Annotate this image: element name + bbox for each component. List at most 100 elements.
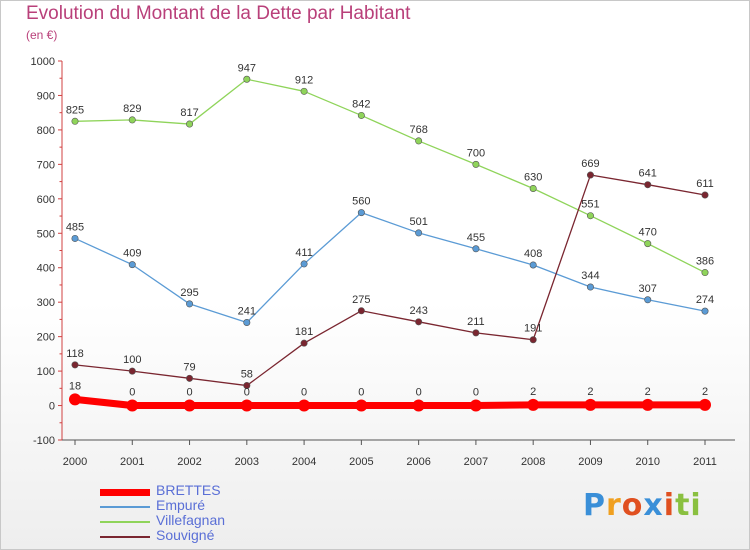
data-label: 2 bbox=[702, 386, 708, 398]
x-tick-label: 2007 bbox=[464, 456, 488, 468]
data-point bbox=[529, 261, 537, 269]
data-label: 409 bbox=[123, 248, 141, 260]
proxiti-logo: Proxiti bbox=[583, 488, 702, 523]
data-point bbox=[355, 399, 368, 412]
data-point bbox=[186, 300, 194, 308]
y-tick-label: 0 bbox=[49, 401, 55, 413]
data-point bbox=[641, 398, 654, 411]
data-label: 829 bbox=[123, 103, 141, 115]
y-tick-label: 100 bbox=[37, 366, 55, 378]
data-point bbox=[128, 367, 136, 375]
data-label: 0 bbox=[244, 387, 250, 399]
data-label: 912 bbox=[295, 74, 313, 86]
data-label: 58 bbox=[241, 369, 253, 381]
y-tick-label: 800 bbox=[37, 125, 55, 137]
x-tick-label: 2011 bbox=[693, 456, 717, 468]
data-point bbox=[701, 191, 709, 199]
logo-letter: x bbox=[643, 488, 664, 523]
x-tick-label: 2001 bbox=[120, 456, 144, 468]
data-label: 408 bbox=[524, 248, 542, 260]
y-tick-label: 300 bbox=[37, 297, 55, 309]
y-tick-label: 900 bbox=[37, 90, 55, 102]
data-label: 470 bbox=[639, 227, 657, 239]
data-point bbox=[126, 399, 139, 412]
data-label: 307 bbox=[639, 283, 657, 295]
data-label: 0 bbox=[129, 387, 135, 399]
y-tick-label: 400 bbox=[37, 263, 55, 275]
data-point bbox=[586, 212, 594, 220]
data-label: 211 bbox=[467, 316, 485, 328]
chart-title: Evolution du Montant de la Dette par Hab… bbox=[26, 3, 411, 24]
data-point bbox=[298, 399, 311, 412]
data-point bbox=[71, 361, 79, 369]
data-point bbox=[183, 399, 196, 412]
data-label: 551 bbox=[581, 199, 599, 211]
data-point bbox=[415, 229, 423, 237]
data-point bbox=[699, 398, 711, 411]
data-label: 0 bbox=[301, 387, 307, 399]
legend-swatch bbox=[100, 536, 150, 538]
logo-letter: o bbox=[621, 488, 644, 523]
data-point bbox=[472, 160, 480, 168]
data-point bbox=[469, 399, 482, 412]
data-point bbox=[128, 116, 136, 124]
x-tick-label: 2000 bbox=[63, 456, 87, 468]
y-tick-label: 1000 bbox=[31, 56, 55, 68]
data-label: 0 bbox=[358, 387, 364, 399]
data-point bbox=[644, 296, 652, 304]
data-label: 79 bbox=[183, 361, 195, 373]
x-tick-label: 2005 bbox=[349, 456, 373, 468]
data-point bbox=[644, 240, 652, 248]
series-line-brettes bbox=[71, 395, 709, 410]
data-label: 825 bbox=[66, 104, 84, 116]
data-point bbox=[415, 137, 423, 145]
legend-item: Villefagnan bbox=[100, 512, 300, 529]
data-point bbox=[415, 318, 423, 326]
data-label: 0 bbox=[416, 387, 422, 399]
data-point bbox=[71, 234, 79, 242]
y-tick-label: 500 bbox=[37, 228, 55, 240]
data-label: 0 bbox=[186, 387, 192, 399]
y-tick-label: 600 bbox=[37, 194, 55, 206]
data-point bbox=[186, 120, 194, 128]
data-point bbox=[243, 319, 251, 327]
data-label: 100 bbox=[123, 354, 141, 366]
data-label: 241 bbox=[238, 306, 256, 318]
legend-item: Souvigné bbox=[100, 527, 300, 544]
y-tick-label: 700 bbox=[37, 159, 55, 171]
data-point bbox=[300, 87, 308, 95]
data-label: 768 bbox=[409, 124, 427, 136]
data-label: 118 bbox=[66, 348, 84, 360]
data-point bbox=[701, 307, 709, 315]
legend-swatch bbox=[100, 506, 150, 508]
logo-letter: i bbox=[690, 488, 702, 523]
data-label: 641 bbox=[639, 168, 657, 180]
data-point bbox=[300, 260, 308, 268]
chart-subtitle: (en €) bbox=[26, 28, 58, 42]
legend-label: BRETTES bbox=[156, 482, 221, 498]
data-label: 2 bbox=[530, 386, 536, 398]
logo-letter: t bbox=[675, 488, 691, 523]
data-point bbox=[584, 398, 597, 411]
data-point bbox=[472, 245, 480, 253]
x-tick-label: 2009 bbox=[578, 456, 602, 468]
data-point bbox=[529, 336, 537, 344]
legend-swatch bbox=[100, 488, 150, 496]
data-point bbox=[472, 329, 480, 337]
data-point bbox=[300, 339, 308, 347]
data-point bbox=[701, 269, 709, 277]
logo-letter: i bbox=[663, 488, 676, 523]
data-label: 275 bbox=[352, 294, 370, 306]
series-line-villefagnan bbox=[74, 78, 706, 274]
legend-swatch bbox=[100, 521, 150, 523]
x-tick-label: 2003 bbox=[235, 456, 259, 468]
y-tick-label: 200 bbox=[37, 332, 55, 344]
data-point bbox=[644, 181, 652, 189]
data-label: 842 bbox=[352, 98, 370, 110]
data-label: 669 bbox=[581, 158, 599, 170]
data-label: 947 bbox=[238, 62, 256, 74]
data-point bbox=[357, 209, 365, 217]
x-tick-label: 2010 bbox=[635, 456, 659, 468]
data-point bbox=[527, 398, 540, 411]
